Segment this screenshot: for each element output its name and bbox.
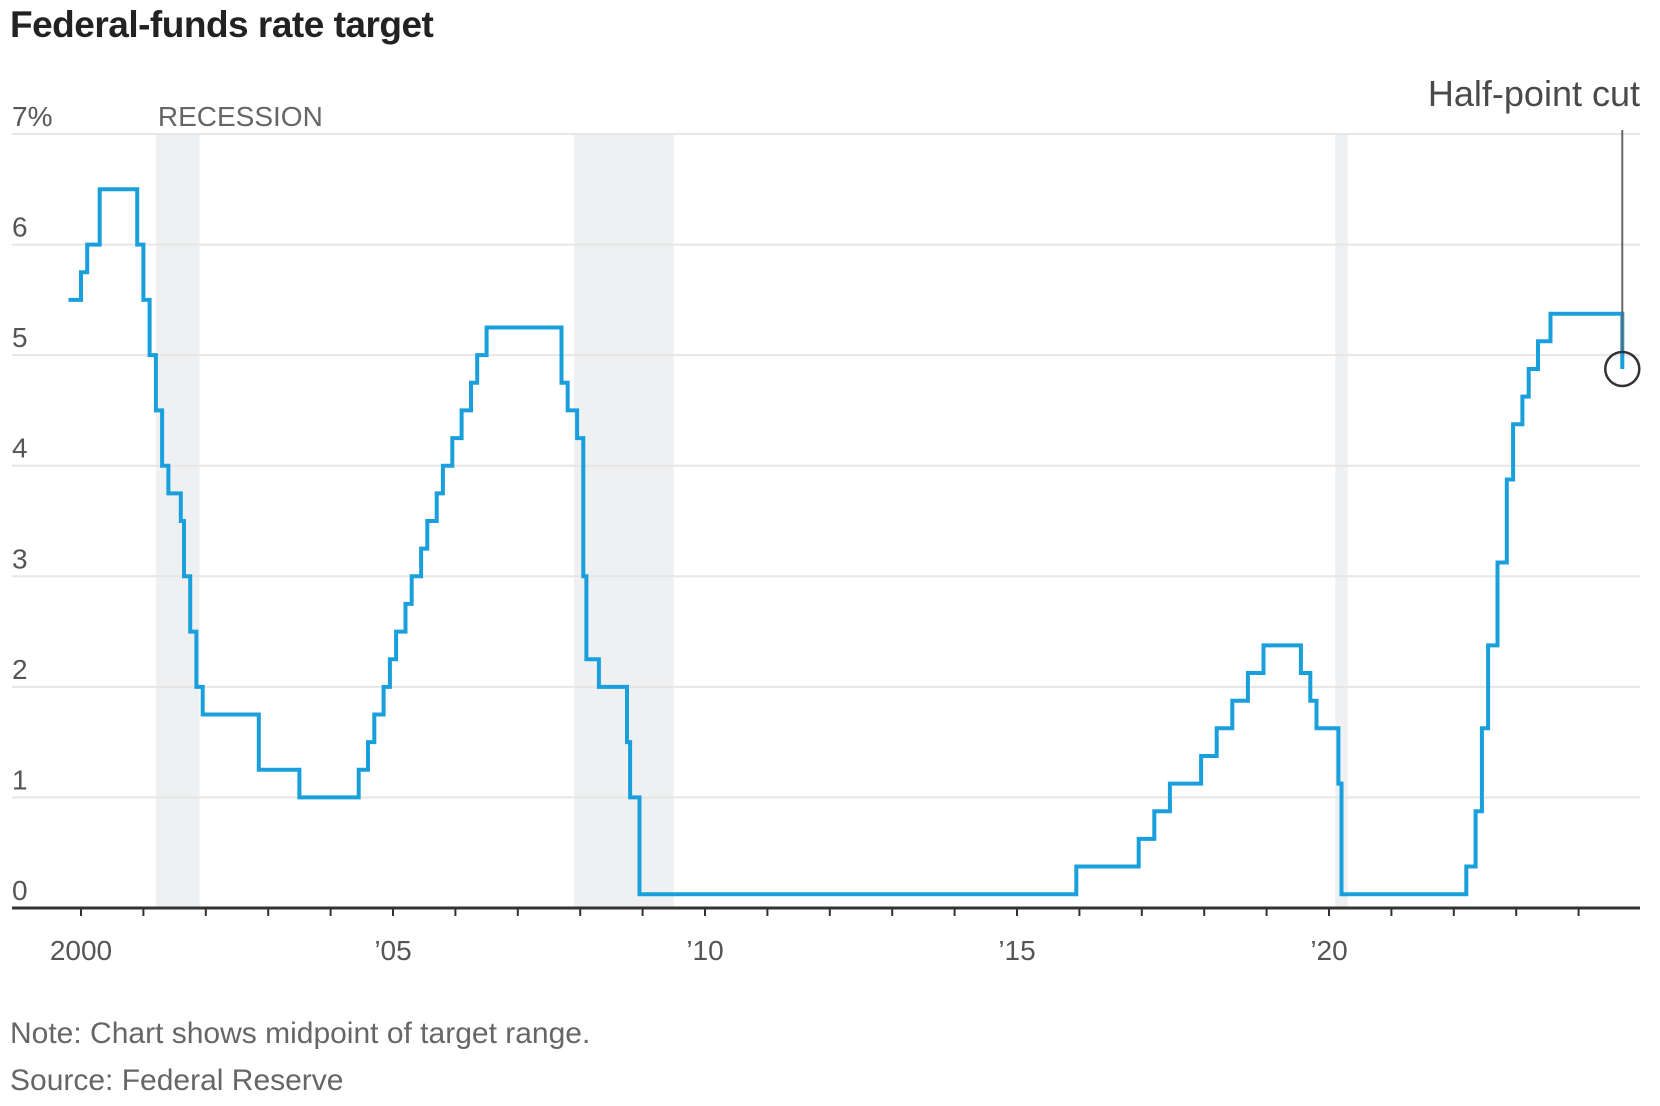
recession-label: RECESSION [158, 101, 323, 132]
x-tick-label: ’10 [686, 935, 723, 966]
y-tick-label: 2 [12, 654, 28, 685]
x-tick-label: ’05 [374, 935, 411, 966]
y-tick-label: 1 [12, 764, 28, 795]
recession-band [1335, 134, 1348, 908]
x-tick-label: ’20 [1310, 935, 1347, 966]
x-tick-label: 2000 [50, 935, 112, 966]
annotation-group: Half-point cut [1428, 73, 1641, 388]
recession-band [573, 134, 674, 908]
x-tick-label: ’15 [998, 935, 1035, 966]
y-tick-label: 4 [12, 433, 28, 464]
y-tick-label: 7% [12, 101, 52, 132]
annotation-label: Half-point cut [1428, 73, 1640, 114]
recession-shading-group: RECESSION [155, 101, 1348, 908]
chart-note: Note: Chart shows midpoint of target ran… [10, 1017, 591, 1050]
chart-source: Source: Federal Reserve [10, 1064, 344, 1097]
chart-title: Federal-funds rate target [10, 4, 434, 45]
y-tick-label: 3 [12, 543, 28, 574]
rate-series-line [68, 187, 1625, 897]
y-tick-label: 5 [12, 322, 28, 353]
series-group [68, 187, 1625, 897]
annotation-marker-circle [1604, 350, 1641, 388]
y-tick-label: 6 [12, 212, 28, 243]
y-tick-label: 0 [12, 875, 28, 906]
gridlines-group [12, 133, 1640, 799]
y-axis-labels: 0 1 2 3 4 5 6 7% [12, 101, 52, 906]
x-axis: 2000 ’05 ’10 ’15 ’20 [12, 906, 1640, 966]
recession-band [155, 134, 200, 908]
